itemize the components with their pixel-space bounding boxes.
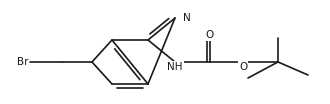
Text: O: O (206, 30, 214, 40)
Text: N: N (183, 13, 191, 23)
Text: NH: NH (167, 62, 183, 72)
Text: O: O (239, 62, 247, 72)
Text: Br: Br (16, 57, 28, 67)
